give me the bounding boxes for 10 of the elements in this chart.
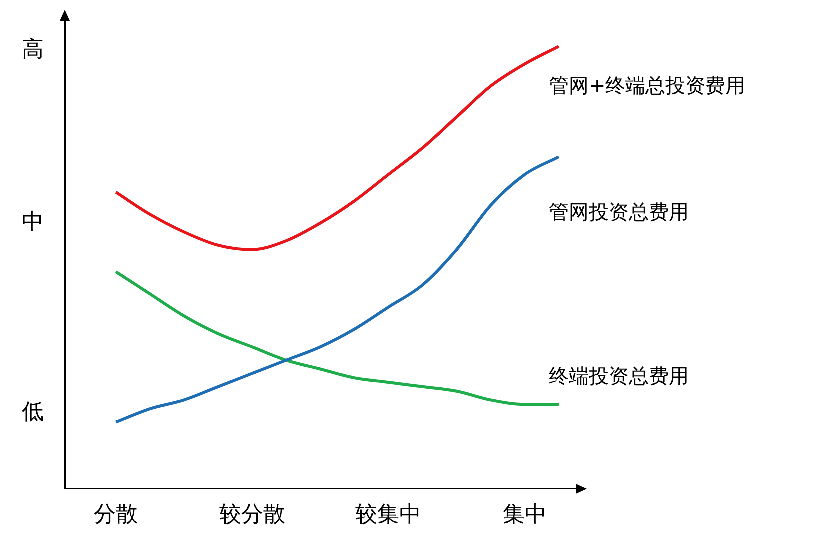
series-label: 管网投资总费用 [548, 200, 689, 224]
series-label: 管网+终端总投资费用 [548, 74, 746, 98]
x-tick-label: 集中 [502, 502, 547, 528]
x-tick-label: 分散 [94, 502, 138, 528]
text: 低 [22, 400, 44, 426]
text: 中 [22, 210, 44, 236]
x-tick-label: 较集中 [356, 502, 422, 528]
series-label: 终端投资总费用 [548, 364, 689, 388]
text: 高 [22, 38, 44, 63]
x-tick-label: 较分散 [219, 502, 286, 528]
